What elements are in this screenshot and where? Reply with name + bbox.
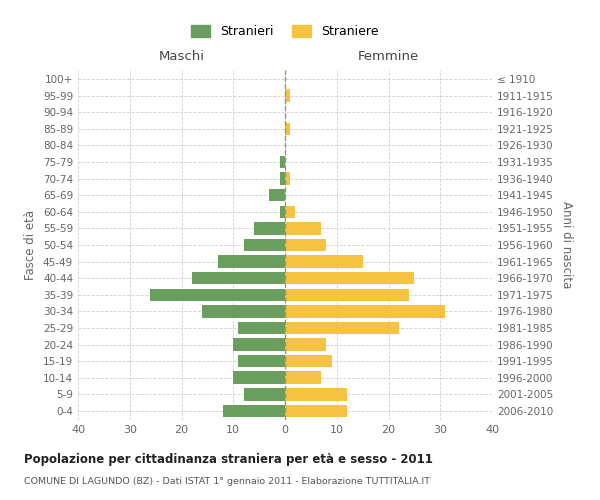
Text: Femmine: Femmine (358, 50, 419, 63)
Bar (238, 322, 285, 334)
Bar (285, 122, 290, 135)
Bar (285, 239, 326, 251)
Bar (285, 222, 321, 234)
Text: COMUNE DI LAGUNDO (BZ) - Dati ISTAT 1° gennaio 2011 - Elaborazione TUTTITALIA.IT: COMUNE DI LAGUNDO (BZ) - Dati ISTAT 1° g… (24, 478, 430, 486)
Bar (223, 404, 285, 417)
Bar (285, 404, 347, 417)
Bar (285, 288, 409, 301)
Bar (269, 189, 285, 202)
Bar (285, 388, 347, 400)
Bar (202, 305, 285, 318)
Bar (285, 305, 445, 318)
Bar (280, 156, 285, 168)
Bar (285, 256, 362, 268)
Text: Popolazione per cittadinanza straniera per età e sesso - 2011: Popolazione per cittadinanza straniera p… (24, 452, 433, 466)
Bar (280, 172, 285, 185)
Bar (233, 372, 285, 384)
Bar (285, 322, 399, 334)
Bar (285, 355, 332, 368)
Legend: Stranieri, Straniere: Stranieri, Straniere (187, 20, 383, 44)
Bar (192, 272, 285, 284)
Bar (280, 206, 285, 218)
Bar (285, 338, 326, 350)
Bar (254, 222, 285, 234)
Bar (218, 256, 285, 268)
Bar (285, 272, 415, 284)
Bar (285, 90, 290, 102)
Bar (285, 172, 290, 185)
Bar (151, 288, 285, 301)
Y-axis label: Anni di nascita: Anni di nascita (560, 202, 573, 288)
Bar (233, 338, 285, 350)
Y-axis label: Fasce di età: Fasce di età (25, 210, 37, 280)
Bar (244, 239, 285, 251)
Bar (238, 355, 285, 368)
Bar (285, 372, 321, 384)
Bar (244, 388, 285, 400)
Text: Maschi: Maschi (158, 50, 205, 63)
Bar (285, 206, 295, 218)
